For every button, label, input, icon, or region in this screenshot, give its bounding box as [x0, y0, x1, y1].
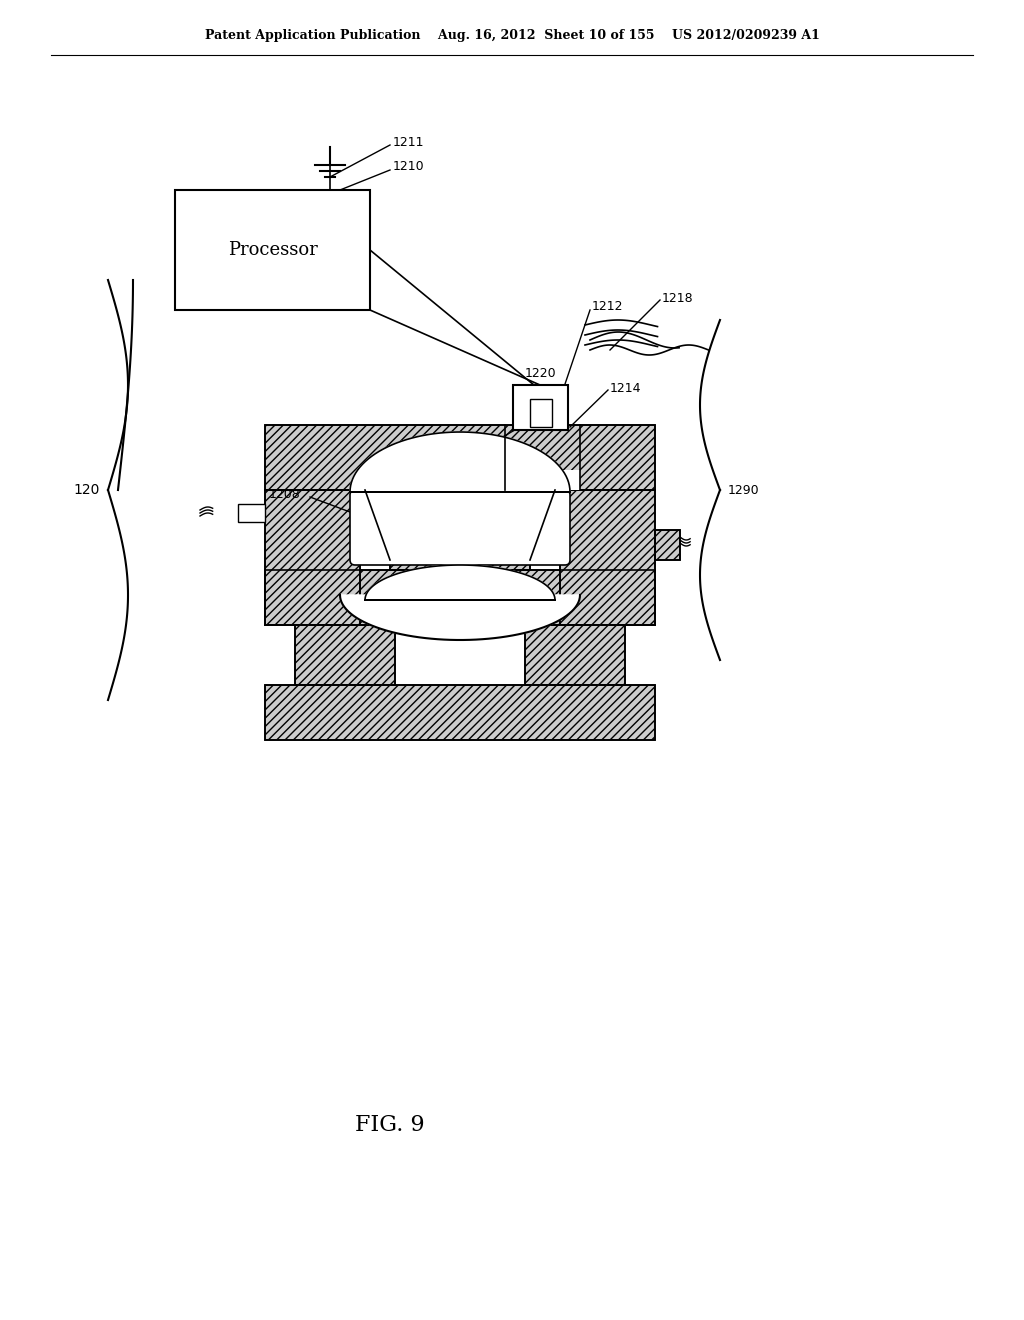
- Text: 128: 128: [432, 513, 459, 527]
- FancyBboxPatch shape: [350, 490, 570, 565]
- Bar: [265, 490, 360, 624]
- Bar: [265, 685, 655, 741]
- Bar: [175, 190, 370, 310]
- Text: 120: 120: [74, 483, 100, 498]
- Text: 1216: 1216: [411, 446, 442, 459]
- Bar: [295, 624, 395, 685]
- Text: 1220: 1220: [524, 367, 556, 380]
- Text: 1210: 1210: [393, 161, 425, 173]
- Bar: [530, 399, 552, 426]
- Text: 122: 122: [427, 612, 454, 627]
- Bar: [560, 490, 655, 624]
- Bar: [265, 570, 655, 624]
- Bar: [525, 624, 625, 685]
- Bar: [525, 624, 625, 685]
- Bar: [655, 531, 680, 560]
- Text: 1209—: 1209—: [449, 595, 493, 609]
- Polygon shape: [340, 595, 580, 640]
- Text: 1212: 1212: [592, 301, 624, 314]
- Bar: [505, 470, 580, 490]
- Polygon shape: [350, 432, 570, 492]
- Bar: [295, 624, 395, 685]
- Bar: [390, 490, 530, 570]
- Bar: [265, 490, 360, 624]
- Text: 1290: 1290: [728, 483, 760, 496]
- Text: 1208: 1208: [269, 488, 301, 502]
- Text: 125: 125: [490, 603, 514, 616]
- Text: Processor: Processor: [227, 242, 317, 259]
- Bar: [265, 570, 655, 624]
- Text: 121: 121: [355, 595, 382, 609]
- Text: 129: 129: [481, 469, 508, 482]
- Polygon shape: [365, 565, 555, 601]
- Text: 1211: 1211: [393, 136, 425, 149]
- Text: 1214: 1214: [610, 381, 641, 395]
- Bar: [560, 490, 655, 624]
- Text: FIG. 9: FIG. 9: [355, 1114, 425, 1137]
- Bar: [390, 490, 530, 570]
- Bar: [265, 425, 655, 490]
- Text: Patent Application Publication    Aug. 16, 2012  Sheet 10 of 155    US 2012/0209: Patent Application Publication Aug. 16, …: [205, 29, 819, 41]
- Text: 1218: 1218: [662, 292, 693, 305]
- Bar: [238, 504, 265, 521]
- Bar: [655, 531, 680, 560]
- Bar: [265, 685, 655, 741]
- Bar: [265, 425, 655, 490]
- Bar: [513, 385, 568, 430]
